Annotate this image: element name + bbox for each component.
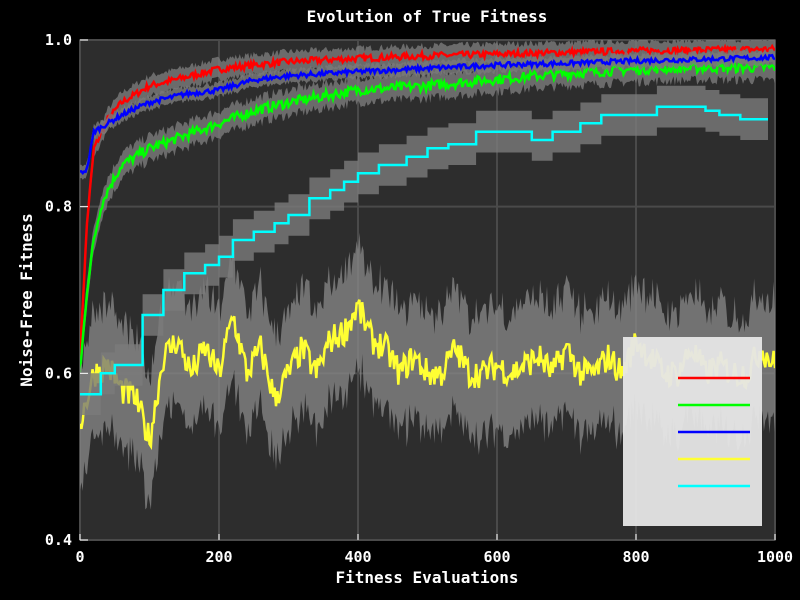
axes: 0 200 400 600 800 1000 0.4 0.6 0.8 1.0	[45, 31, 793, 566]
x-tick-label: 1000	[757, 548, 793, 566]
x-tick-label: 800	[622, 548, 649, 566]
chart-title: Evolution of True Fitness	[307, 7, 548, 26]
series-band-4	[80, 85, 768, 416]
series-layer	[80, 40, 775, 510]
y-axis-label: Noise-Free Fitness	[17, 213, 36, 386]
y-tick-label: 0.8	[45, 198, 72, 216]
series-line-0	[80, 43, 775, 361]
legend	[623, 337, 762, 526]
x-axis-label: Fitness Evaluations	[335, 568, 518, 587]
x-tick-label: 200	[205, 548, 232, 566]
y-tick-label: 1.0	[45, 31, 72, 49]
y-tick-label: 0.4	[45, 531, 72, 549]
series-line-4	[80, 105, 768, 396]
x-tick-label: 600	[483, 548, 510, 566]
x-tick-label: 0	[75, 548, 84, 566]
y-tick-label: 0.6	[45, 364, 72, 382]
x-tick-label: 400	[344, 548, 371, 566]
series-line-2	[80, 53, 775, 176]
